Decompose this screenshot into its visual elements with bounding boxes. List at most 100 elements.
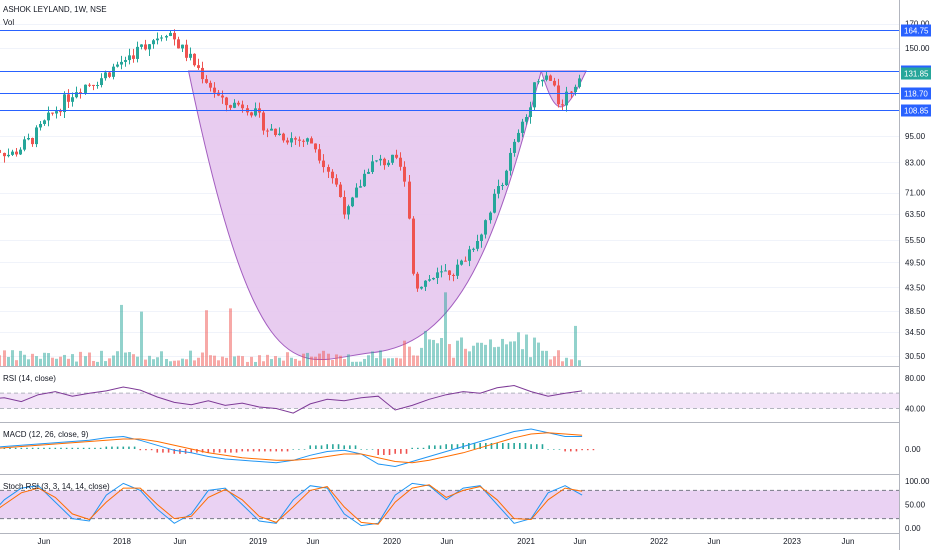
volume-bar — [424, 330, 427, 366]
macd-histogram-bar — [252, 449, 255, 452]
candle-body — [35, 127, 38, 145]
candle-body — [379, 158, 382, 161]
volume-bar — [383, 358, 386, 366]
candle-body — [383, 158, 386, 166]
volume-bar — [181, 358, 184, 366]
candle-body — [205, 79, 208, 83]
volume-bar — [185, 359, 188, 366]
time-tick-label: Jun — [307, 537, 320, 546]
macd-histogram-bar — [247, 449, 249, 452]
rsi-pane — [0, 384, 899, 414]
volume-bar — [84, 356, 87, 366]
volume-bar — [452, 357, 455, 366]
volume-bar — [416, 355, 419, 366]
macd-histogram-bar — [541, 444, 544, 449]
macd-histogram-bar — [105, 446, 108, 449]
volume-bar — [436, 343, 439, 366]
volume-bar — [96, 361, 99, 366]
macd-histogram-bar — [20, 447, 23, 449]
candle-body — [322, 160, 325, 168]
macd-histogram-bar — [422, 447, 425, 449]
volume-bar — [359, 361, 362, 366]
price-tick-label: 49.50 — [905, 258, 926, 267]
candle-body — [464, 260, 467, 262]
volume-bar — [254, 361, 257, 366]
candle-body — [440, 271, 443, 273]
macd-histogram-bar — [60, 447, 62, 449]
volume-bar — [327, 353, 330, 366]
candle-body — [160, 37, 163, 39]
candle-body — [408, 181, 411, 219]
volume-bar — [169, 361, 172, 366]
candle-body — [290, 138, 293, 143]
candle-body — [221, 95, 224, 98]
candle-body — [448, 270, 451, 275]
price-tick-label: 150.00 — [905, 44, 930, 53]
volume-bar — [92, 360, 95, 366]
volume-bar — [480, 342, 483, 366]
volume-bar — [460, 337, 463, 366]
candle-body — [557, 85, 560, 105]
candle-body — [88, 84, 91, 86]
volume-bar — [258, 355, 261, 366]
candle-body — [509, 152, 512, 171]
volume-bar — [165, 358, 168, 366]
macd-pane — [0, 428, 595, 468]
cup-pattern — [187, 70, 542, 361]
candle-body — [302, 140, 305, 142]
candle-body — [436, 272, 439, 279]
macd-histogram-bar — [569, 449, 572, 452]
candle-body — [104, 72, 107, 79]
candle-body — [165, 35, 168, 38]
candle-body — [237, 102, 240, 105]
macd-histogram-bar — [575, 449, 578, 452]
volume-bar — [193, 360, 196, 366]
candle-body — [23, 139, 26, 150]
volume-bar — [128, 352, 131, 366]
macd-histogram-bar — [77, 447, 79, 449]
volume-bar — [574, 325, 577, 366]
candle-body — [371, 161, 374, 172]
candle-body — [124, 60, 127, 62]
volume-bar — [262, 361, 265, 366]
macd-histogram-bar — [213, 449, 215, 453]
candle-body — [75, 92, 78, 98]
candle-body — [497, 186, 500, 194]
candle-body — [363, 173, 366, 187]
candle-body — [241, 104, 244, 109]
macd-histogram-bar — [241, 449, 244, 452]
macd-histogram-bar — [258, 449, 261, 452]
level-tag-label: 118.70 — [904, 90, 928, 99]
volume-bar — [294, 358, 297, 366]
candle-body — [424, 280, 427, 287]
price-scale[interactable] — [900, 0, 932, 550]
macd-histogram-bar — [116, 446, 119, 449]
volume-bar — [15, 360, 18, 366]
candle-body — [128, 55, 131, 61]
candle-body — [274, 128, 277, 136]
macd-histogram-bar — [71, 447, 74, 449]
candle-body — [432, 278, 435, 280]
volume-bar — [19, 350, 22, 366]
macd-histogram-bar — [196, 449, 198, 453]
volume-bar — [51, 357, 54, 366]
macd-histogram-bar — [411, 447, 413, 449]
candle-body — [0, 149, 1, 153]
candle-body — [197, 65, 200, 68]
volume-bar — [274, 356, 277, 366]
macd-histogram-bar — [303, 449, 306, 450]
candle-body — [387, 162, 390, 166]
macd-histogram-bar — [9, 447, 11, 449]
macd-histogram-bar — [552, 449, 555, 450]
volume-bar — [47, 353, 50, 366]
macd-histogram-bar — [332, 444, 334, 449]
candle-body — [217, 92, 220, 96]
volume-bar — [399, 358, 402, 366]
macd-histogram-bar — [490, 443, 493, 449]
volume-bar — [197, 357, 200, 366]
macd-histogram-bar — [479, 443, 481, 449]
candle-body — [460, 260, 463, 265]
volume-bar — [225, 357, 228, 366]
candle-body — [201, 67, 204, 80]
